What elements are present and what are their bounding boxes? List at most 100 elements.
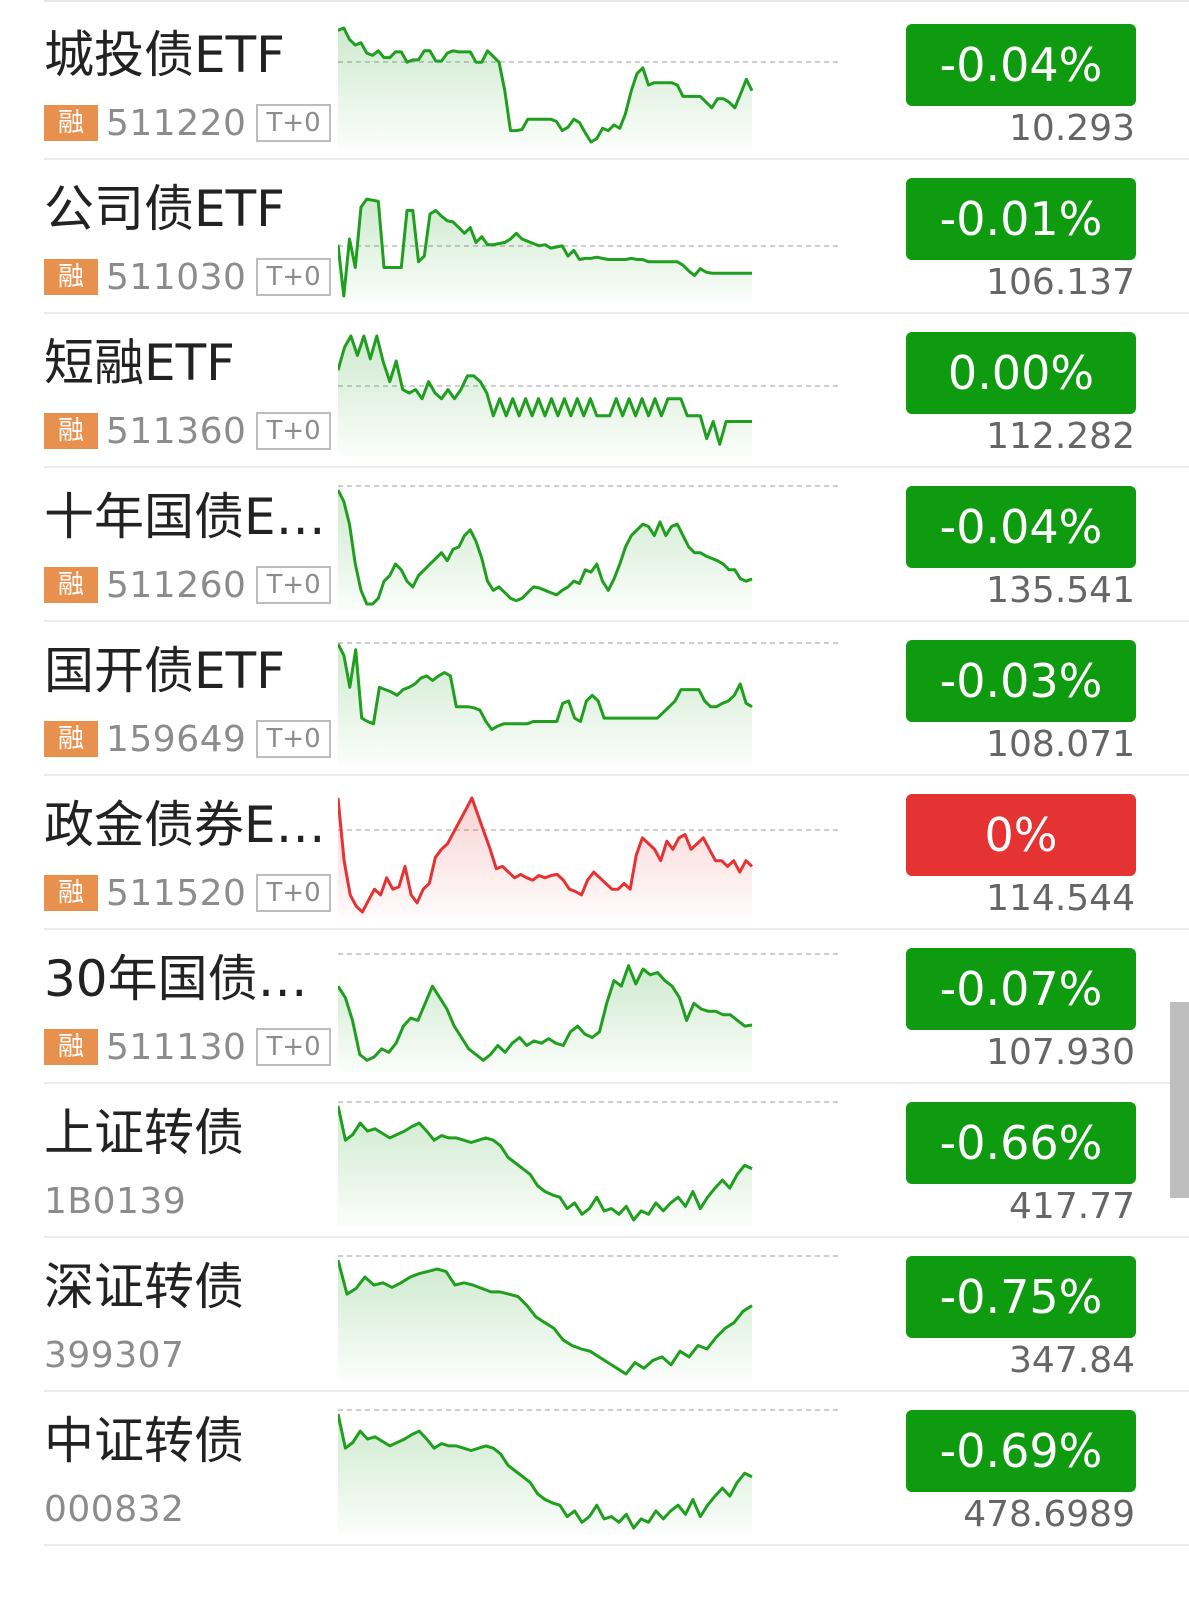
row-divider (44, 620, 1189, 622)
fund-code: 159649 (106, 718, 247, 760)
sparkline-area (338, 798, 752, 918)
fund-name: 城投债ETF (44, 26, 285, 84)
fund-name: 国开债ETF (44, 642, 285, 700)
margin-badge: 融 (44, 567, 98, 603)
fund-name: 30年国债ET... (44, 950, 329, 1008)
change-percent-badge[interactable]: -0.03% (906, 640, 1136, 722)
row-divider (44, 1544, 1189, 1546)
fund-meta: 000832 (44, 1488, 184, 1530)
margin-badge: 融 (44, 413, 98, 449)
fund-row[interactable]: 国开债ETF 融 159649 T+0 -0.03% 108.071 (0, 618, 1189, 776)
sparkline-line (338, 489, 753, 606)
fund-code: 511360 (106, 410, 247, 452)
fund-name: 公司债ETF (44, 180, 285, 238)
sparkline-line (338, 1105, 753, 1222)
change-percent-badge[interactable]: -0.69% (906, 1410, 1136, 1492)
t0-tag: T+0 (256, 874, 331, 912)
last-price: 478.6989 (963, 1494, 1135, 1535)
t0-tag: T+0 (256, 412, 331, 450)
change-percent-badge[interactable]: -0.04% (906, 486, 1136, 568)
sparkline-line (338, 1259, 753, 1376)
intraday-sparkline (338, 642, 840, 764)
fund-row[interactable]: 城投债ETF 融 511220 T+0 -0.04% 10.293 (0, 2, 1189, 160)
row-divider (44, 1082, 1189, 1084)
fund-code: 511030 (106, 256, 247, 298)
sparkline-area (338, 1260, 752, 1380)
t0-tag: T+0 (256, 720, 331, 758)
last-price: 417.77 (1009, 1186, 1135, 1227)
margin-badge: 融 (44, 105, 98, 141)
sparkline-line (338, 643, 753, 731)
margin-badge: 融 (44, 875, 98, 911)
sparkline-line (338, 964, 753, 1062)
fund-row[interactable]: 十年国债ETF 融 511260 T+0 -0.04% 135.541 (0, 464, 1189, 622)
change-percent-badge[interactable]: 0.00% (906, 332, 1136, 414)
row-divider (44, 1390, 1189, 1392)
margin-badge: 融 (44, 721, 98, 757)
sparkline-area (338, 1414, 752, 1534)
change-percent-badge[interactable]: 0% (906, 794, 1136, 876)
row-divider (44, 1236, 1189, 1238)
fund-meta: 399307 (44, 1334, 184, 1376)
intraday-sparkline (338, 1409, 840, 1534)
fund-name: 深证转债 (44, 1258, 244, 1316)
change-percent-badge[interactable]: -0.01% (906, 178, 1136, 260)
fund-meta: 融 511030 T+0 (44, 256, 331, 298)
fund-code: 511130 (106, 1026, 247, 1068)
fund-meta: 1B0139 (44, 1180, 186, 1222)
last-price: 135.541 (986, 570, 1135, 611)
last-price: 10.293 (1009, 108, 1135, 149)
intraday-sparkline (338, 1255, 840, 1380)
intraday-sparkline (338, 796, 840, 918)
sparkline-area (338, 490, 752, 610)
last-price: 108.071 (986, 724, 1135, 765)
change-percent-badge[interactable]: -0.66% (906, 1102, 1136, 1184)
sparkline-area (338, 644, 752, 764)
fund-name: 上证转债 (44, 1104, 244, 1162)
row-divider (44, 312, 1189, 314)
scrollbar-thumb[interactable] (1170, 1002, 1189, 1198)
last-price: 114.544 (986, 878, 1135, 919)
last-price: 112.282 (986, 416, 1135, 457)
change-percent-badge[interactable]: -0.75% (906, 1256, 1136, 1338)
last-price: 106.137 (986, 262, 1135, 303)
fund-meta: 融 511360 T+0 (44, 410, 331, 452)
intraday-sparkline (338, 1101, 840, 1226)
fund-name: 中证转债 (44, 1412, 244, 1470)
fund-row[interactable]: 深证转债 399307 -0.75% 347.84 (0, 1234, 1189, 1392)
sparkline-area (338, 1106, 752, 1226)
t0-tag: T+0 (256, 1028, 331, 1066)
intraday-sparkline (338, 26, 840, 148)
fund-name: 十年国债ETF (44, 488, 329, 546)
fund-meta: 融 159649 T+0 (44, 718, 331, 760)
change-percent-badge[interactable]: -0.07% (906, 948, 1136, 1030)
intraday-sparkline (338, 953, 840, 1072)
change-percent-badge[interactable]: -0.04% (906, 24, 1136, 106)
intraday-sparkline (338, 485, 840, 610)
fund-name: 政金债券ETF (44, 796, 329, 854)
fund-row[interactable]: 上证转债 1B0139 -0.66% 417.77 (0, 1080, 1189, 1238)
fund-row[interactable]: 中证转债 000832 -0.69% 478.6989 (0, 1388, 1189, 1546)
last-price: 347.84 (1009, 1340, 1135, 1381)
last-price: 107.930 (986, 1032, 1135, 1073)
t0-tag: T+0 (256, 258, 331, 296)
fund-meta: 融 511130 T+0 (44, 1026, 331, 1068)
fund-row[interactable]: 短融ETF 融 511360 T+0 0.00% 112.282 (0, 310, 1189, 468)
fund-code: 000832 (44, 1488, 185, 1530)
sparkline-area (338, 28, 752, 148)
t0-tag: T+0 (256, 566, 331, 604)
t0-tag: T+0 (256, 104, 331, 142)
margin-badge: 融 (44, 1029, 98, 1065)
margin-badge: 融 (44, 259, 98, 295)
fund-code: 511260 (106, 564, 247, 606)
sparkline-area (338, 336, 752, 456)
fund-meta: 融 511520 T+0 (44, 872, 331, 914)
sparkline-area (338, 199, 752, 302)
fund-meta: 融 511220 T+0 (44, 102, 331, 144)
sparkline-line (338, 26, 754, 144)
fund-row[interactable]: 公司债ETF 融 511030 T+0 -0.01% 106.137 (0, 156, 1189, 314)
sparkline-line (338, 796, 754, 914)
fund-row[interactable]: 政金债券ETF 融 511520 T+0 0% 114.544 (0, 772, 1189, 930)
